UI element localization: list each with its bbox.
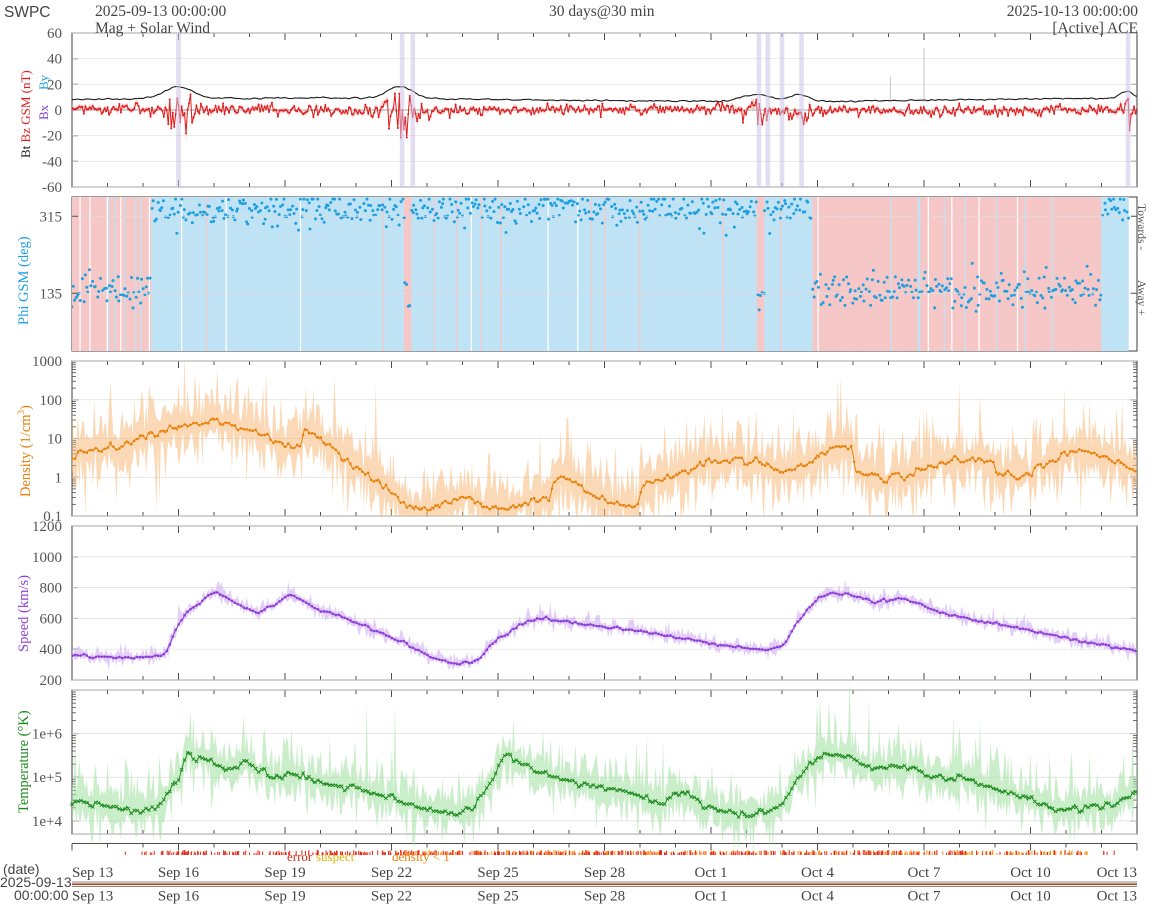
svg-text:1000: 1000 <box>32 354 62 370</box>
svg-text:Oct 13: Oct 13 <box>1097 889 1137 905</box>
svg-text:Sep 19: Sep 19 <box>264 865 305 881</box>
svg-text:1200: 1200 <box>32 519 62 535</box>
svg-text:Sep 13: Sep 13 <box>72 865 113 881</box>
svg-text:0: 0 <box>55 103 63 119</box>
svg-text:1: 1 <box>55 470 63 486</box>
svg-text:400: 400 <box>40 642 63 658</box>
svg-text:Oct 7: Oct 7 <box>908 865 941 881</box>
svg-text:Sep 22: Sep 22 <box>371 865 412 881</box>
svg-text:Oct 10: Oct 10 <box>1010 889 1050 905</box>
svg-text:Sep 16: Sep 16 <box>158 889 200 905</box>
svg-text:135: 135 <box>40 286 63 302</box>
svg-text:density < 1: density < 1 <box>392 849 450 864</box>
svg-text:1e+4: 1e+4 <box>32 814 63 830</box>
svg-text:10: 10 <box>47 432 62 448</box>
svg-text:Sep 22: Sep 22 <box>371 889 412 905</box>
svg-text:Oct 13: Oct 13 <box>1097 865 1137 881</box>
svg-text:Oct 1: Oct 1 <box>695 865 728 881</box>
svg-text:Oct 7: Oct 7 <box>908 889 941 905</box>
svg-text:error: error <box>287 849 313 864</box>
svg-text:Sep 13: Sep 13 <box>72 889 113 905</box>
svg-text:60: 60 <box>47 26 62 42</box>
svg-text:Oct 4: Oct 4 <box>801 889 834 905</box>
svg-text:Sep 25: Sep 25 <box>477 865 518 881</box>
svg-text:suspect: suspect <box>316 849 355 864</box>
svg-text:315: 315 <box>40 209 63 225</box>
svg-text:Oct 10: Oct 10 <box>1010 865 1050 881</box>
svg-text:-60: -60 <box>42 180 62 196</box>
svg-text:600: 600 <box>40 611 63 627</box>
svg-text:1e+6: 1e+6 <box>32 727 63 743</box>
svg-text:Oct 1: Oct 1 <box>695 889 728 905</box>
svg-text:800: 800 <box>40 581 63 597</box>
svg-text:200: 200 <box>40 673 63 689</box>
svg-text:1000: 1000 <box>32 550 62 566</box>
svg-text:Sep 28: Sep 28 <box>584 889 625 905</box>
svg-text:1e+5: 1e+5 <box>32 770 62 786</box>
svg-text:Sep 16: Sep 16 <box>158 865 200 881</box>
svg-text:-20: -20 <box>42 129 62 145</box>
svg-text:100: 100 <box>40 393 63 409</box>
svg-text:Sep 28: Sep 28 <box>584 865 625 881</box>
svg-text:Sep 25: Sep 25 <box>477 889 518 905</box>
svg-text:Sep 19: Sep 19 <box>264 889 305 905</box>
svg-text:Oct 4: Oct 4 <box>801 865 834 881</box>
svg-text:-40: -40 <box>42 154 62 170</box>
